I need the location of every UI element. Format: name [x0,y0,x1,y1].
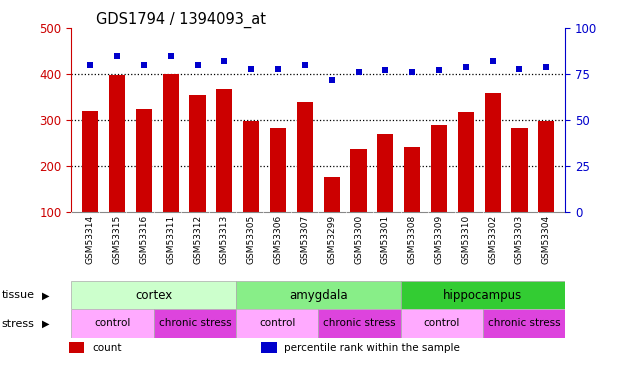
Bar [318,309,401,338]
Bar [261,342,276,353]
Bar [378,134,393,258]
Text: control: control [259,318,296,328]
Text: chronic stress: chronic stress [323,318,396,328]
Text: cortex: cortex [135,289,172,302]
Bar [236,309,319,338]
Text: ▶: ▶ [42,319,50,328]
Bar [401,309,483,338]
Point [246,66,256,72]
Point [487,58,497,64]
Text: tissue: tissue [2,291,35,300]
Bar [243,122,259,258]
Point [327,76,337,82]
Bar [216,89,232,258]
Point [85,62,95,68]
Text: hippocampus: hippocampus [443,289,522,302]
Text: amygdala: amygdala [289,289,348,302]
Bar [270,128,286,258]
Point [300,62,310,68]
Text: count: count [92,343,121,353]
Bar [512,128,528,258]
Bar [189,95,206,258]
Bar [483,309,565,338]
Text: stress: stress [2,319,35,328]
Text: control: control [424,318,460,328]
Bar [538,121,555,258]
Bar [163,74,179,258]
Bar [458,112,474,258]
Point [515,66,525,72]
Point [166,53,176,59]
Point [219,58,229,64]
Point [434,68,444,74]
Point [407,69,417,75]
Bar [71,309,154,338]
Bar [109,75,125,258]
Text: chronic stress: chronic stress [158,318,231,328]
Point [353,69,363,75]
Point [193,62,202,68]
Bar [324,177,340,258]
Text: percentile rank within the sample: percentile rank within the sample [284,343,460,353]
Bar [154,309,236,338]
Text: GDS1794 / 1394093_at: GDS1794 / 1394093_at [96,12,266,28]
Point [381,68,391,74]
Bar [71,281,236,309]
Point [461,64,471,70]
Bar [484,93,501,258]
Point [542,64,551,70]
Text: control: control [94,318,131,328]
Point [273,66,283,72]
Bar [401,281,565,309]
Bar [350,149,366,258]
Bar [69,342,84,353]
Text: chronic stress: chronic stress [487,318,560,328]
Bar [431,124,447,258]
Bar [136,108,152,258]
Text: ▶: ▶ [42,291,50,300]
Point [112,53,122,59]
Bar [297,102,313,258]
Point [139,62,149,68]
Bar [236,281,401,309]
Bar [82,111,98,258]
Bar [404,147,420,258]
